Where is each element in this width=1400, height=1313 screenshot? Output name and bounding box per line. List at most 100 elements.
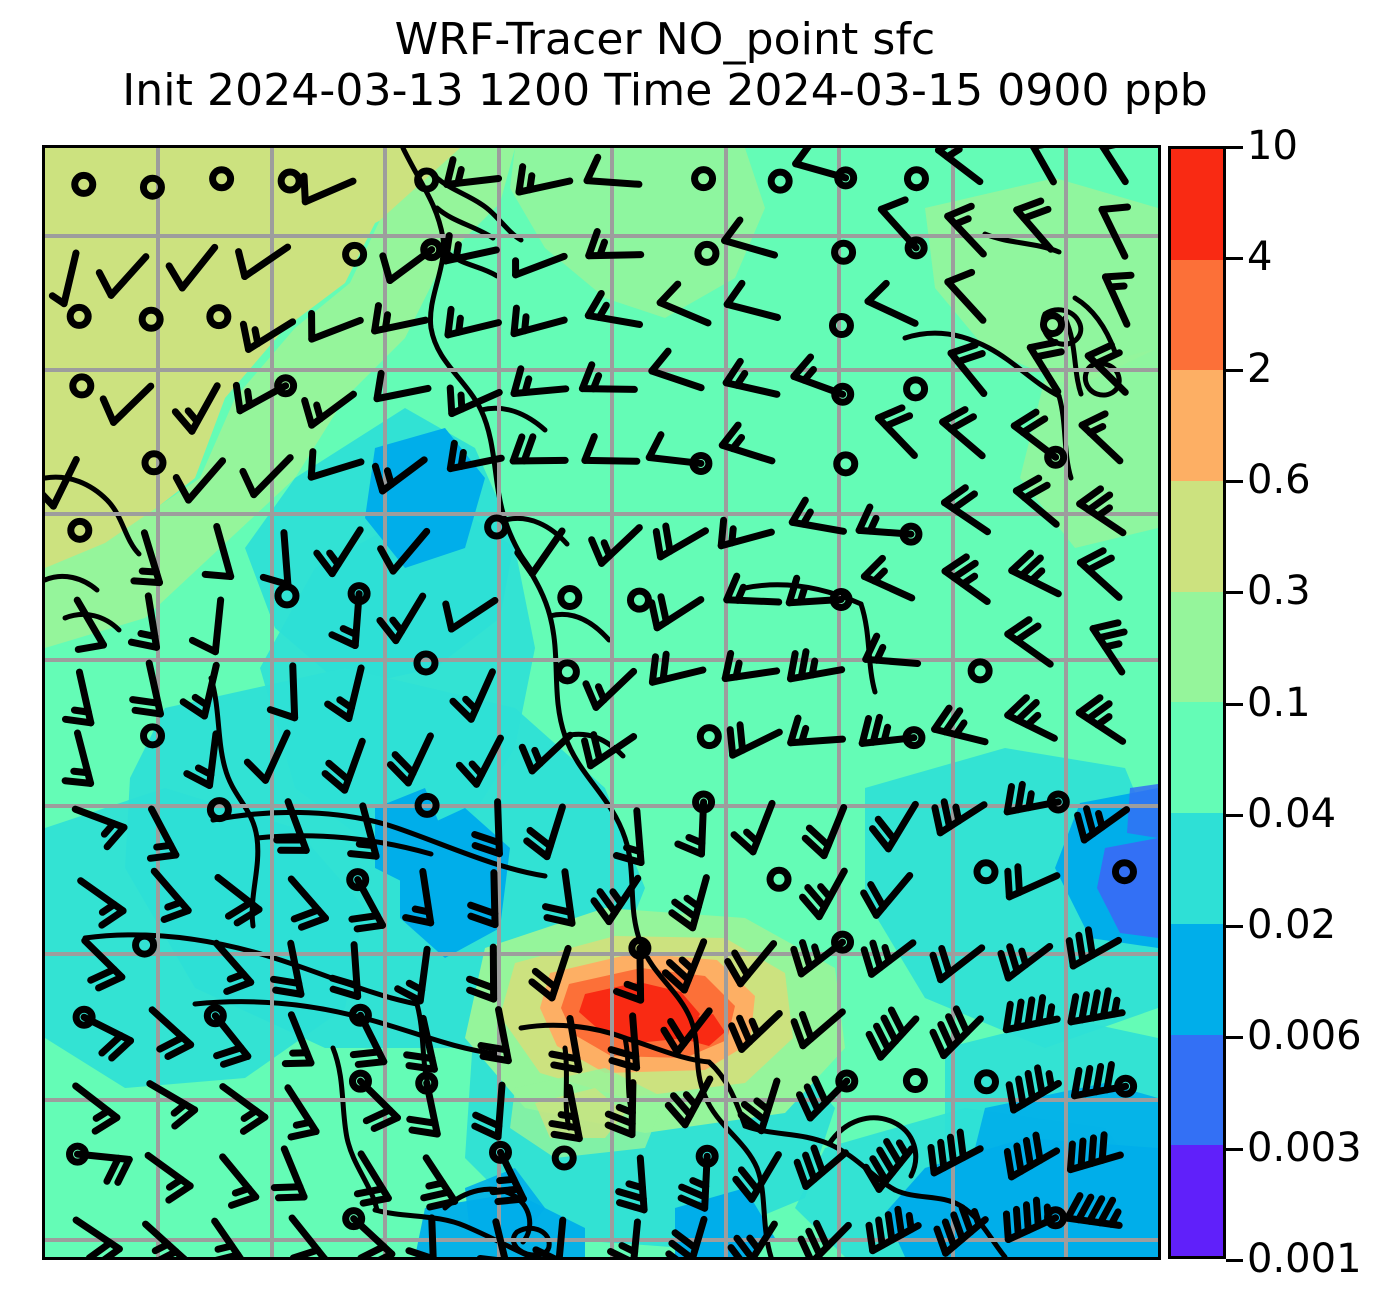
- wind-barb: [284, 1084, 320, 1141]
- wind-barb: [694, 240, 720, 266]
- title-line-1: WRF-Tracer NO_point sfc: [394, 14, 936, 65]
- wind-barb: [66, 1142, 133, 1186]
- colorbar-band-2: [1171, 923, 1223, 1035]
- wind-barb: [371, 302, 430, 335]
- wind-barb: [668, 874, 710, 932]
- wind-barb: [1039, 312, 1065, 338]
- wind-barb: [219, 1083, 269, 1135]
- colorbar-tick-4: [1226, 257, 1243, 261]
- wind-barb: [67, 517, 93, 543]
- wind-barb: [1003, 780, 1070, 816]
- wind-barb: [95, 253, 150, 299]
- wind-barb: [420, 1154, 459, 1211]
- wind-barb: [348, 1069, 401, 1132]
- wind-barb: [801, 804, 848, 860]
- wind-barb: [243, 729, 291, 784]
- wind-barb: [449, 668, 496, 723]
- wind-barb: [1111, 859, 1137, 885]
- wind-barb: [467, 869, 499, 929]
- wind-barb: [99, 382, 155, 426]
- wind-barb: [402, 867, 435, 927]
- wind-barb: [865, 1205, 922, 1255]
- colorbar-band-4: [1171, 702, 1223, 814]
- wind-barb: [209, 166, 235, 192]
- wind-barb: [1074, 805, 1131, 844]
- wind-barb: [528, 944, 572, 1002]
- wind-barb: [721, 649, 781, 683]
- colorbar-tick-10: [1226, 146, 1243, 149]
- wind-barb: [665, 1215, 708, 1257]
- title-line-2: Init 2024-03-13 1200 Time 2024-03-15 090…: [122, 65, 1208, 117]
- wind-barb: [171, 382, 221, 435]
- colorbar-tick-0.02: [1226, 925, 1243, 929]
- wind-barb: [342, 1207, 396, 1257]
- wind-barb: [1084, 341, 1129, 396]
- wind-barb: [944, 268, 987, 324]
- wind-barb: [615, 1154, 648, 1214]
- wind-barb: [858, 713, 926, 750]
- wind-barb: [1064, 1192, 1123, 1229]
- wind-barb: [1004, 863, 1061, 901]
- wind-barb: [604, 1079, 637, 1139]
- wind-barb: [652, 522, 709, 561]
- wind-barb: [541, 868, 576, 927]
- wind-barb: [488, 1140, 527, 1206]
- wind-barb: [766, 866, 792, 892]
- wind-barb: [1005, 1064, 1062, 1114]
- wind-barb: [767, 168, 793, 194]
- wind-barb: [792, 148, 858, 190]
- wind-barb: [903, 166, 929, 192]
- wind-barb: [877, 196, 928, 260]
- wind-barb: [944, 202, 987, 258]
- wind-barb: [274, 583, 300, 609]
- wind-barb: [394, 945, 431, 1005]
- colorbar-band-1: [1171, 1034, 1223, 1146]
- wind-barb: [413, 650, 439, 676]
- wind-barb: [790, 930, 855, 978]
- wind-barb: [661, 938, 708, 994]
- wind-barb: [974, 1069, 1000, 1095]
- wind-barb: [785, 574, 853, 611]
- wind-barb: [1089, 619, 1128, 676]
- colorbar-band-0: [1171, 1145, 1223, 1256]
- wind-barb: [281, 1011, 315, 1068]
- wind-barb: [142, 1220, 187, 1257]
- wind-barb: [66, 303, 92, 329]
- plume-hotspot: [465, 908, 845, 1133]
- wind-barb: [1003, 1131, 1061, 1181]
- wind-barb: [902, 1068, 928, 1094]
- wind-barb: [150, 867, 192, 923]
- wind-barb: [833, 451, 859, 477]
- wind-barb: [723, 279, 782, 321]
- wind-barb: [477, 1006, 512, 1065]
- wind-barb: [72, 1082, 121, 1135]
- colorbar[interactable]: [1168, 146, 1226, 1259]
- wind-barb: [787, 714, 847, 747]
- wind-barb: [442, 596, 499, 633]
- wind-barb: [48, 249, 80, 308]
- wind-barb: [730, 799, 776, 856]
- wind-barb: [219, 1153, 260, 1209]
- colorbar-label-10: 10: [1247, 123, 1298, 169]
- colorbar-ticks: [1226, 146, 1246, 1262]
- wind-barb: [865, 1006, 920, 1061]
- wind-barb: [201, 522, 235, 581]
- wind-barb: [732, 1151, 782, 1203]
- wind-barb: [588, 524, 643, 567]
- map-plot-area[interactable]: [42, 145, 1161, 1260]
- wind-barb: [81, 937, 126, 992]
- wind-barb: [581, 731, 638, 770]
- wind-barb: [721, 216, 779, 259]
- wind-barb: [235, 243, 292, 280]
- wind-barb: [947, 341, 988, 397]
- wind-barb: [144, 1151, 194, 1204]
- wind-barb: [797, 1219, 852, 1257]
- wind-barb: [583, 153, 643, 188]
- wind-barb: [724, 940, 778, 988]
- wind-barb: [328, 941, 362, 1000]
- wind-barb: [677, 1144, 719, 1212]
- wind-barb: [308, 309, 364, 343]
- colorbar-label-0.3: 0.3: [1247, 568, 1311, 615]
- wind-barb-layer: [45, 148, 1138, 1257]
- wind-barb: [342, 241, 368, 267]
